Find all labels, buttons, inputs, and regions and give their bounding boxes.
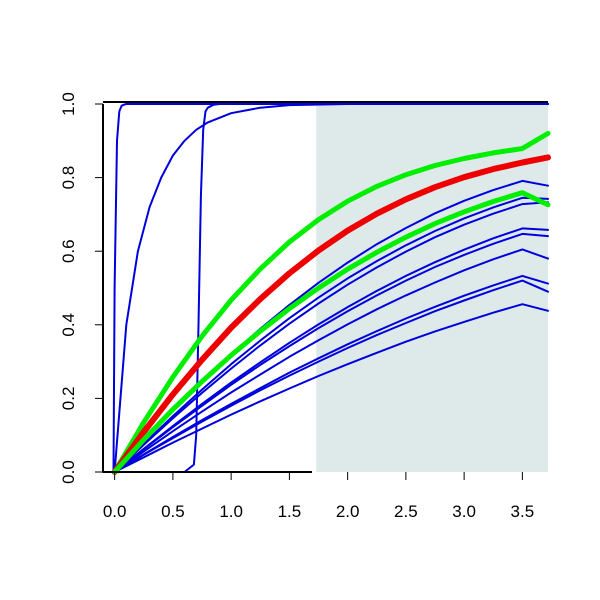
series-line-15 (112, 190, 551, 475)
y-tick-label: 0.0 (59, 460, 78, 484)
series-line-3 (102, 103, 549, 473)
series-line-12 (113, 303, 549, 473)
series-line-1 (112, 103, 549, 473)
x-tick-label: 0.0 (103, 502, 127, 521)
y-tick-label: 0.2 (59, 387, 78, 411)
x-tick-label: 2.0 (336, 502, 360, 521)
x-tick-label: 3.5 (511, 502, 535, 521)
series-line-13 (112, 130, 551, 475)
series-line-2 (113, 103, 549, 473)
y-tick-label: 1.0 (59, 92, 78, 116)
x-tick-label: 1.0 (219, 502, 243, 521)
series-line-8 (113, 232, 549, 473)
series-line-6 (113, 201, 549, 473)
series-line-10 (113, 274, 549, 473)
axes: 0.0 0.5 1.0 1.5 2.0 2.5 3.0 3.5 0.0 0.2 0.4 0.6 0.8 1… (59, 92, 548, 521)
x-tick-label: 3.0 (452, 502, 476, 521)
x-tick-label: 1.5 (278, 502, 302, 521)
shaded-region-rect (316, 104, 548, 472)
x-tick-label: 2.5 (394, 502, 418, 521)
y-tick-label: 0.6 (59, 239, 78, 263)
x-tick-label: 0.5 (161, 502, 185, 521)
series-line-14 (111, 154, 551, 475)
series-line-11 (113, 279, 549, 473)
y-tick-label: 0.8 (59, 166, 78, 190)
shaded-region (316, 104, 548, 472)
series-line-5 (113, 196, 549, 473)
series-line-9 (113, 248, 549, 473)
y-tick-label: 0.4 (59, 313, 78, 337)
series-line-7 (113, 227, 549, 473)
series-group (102, 103, 551, 475)
